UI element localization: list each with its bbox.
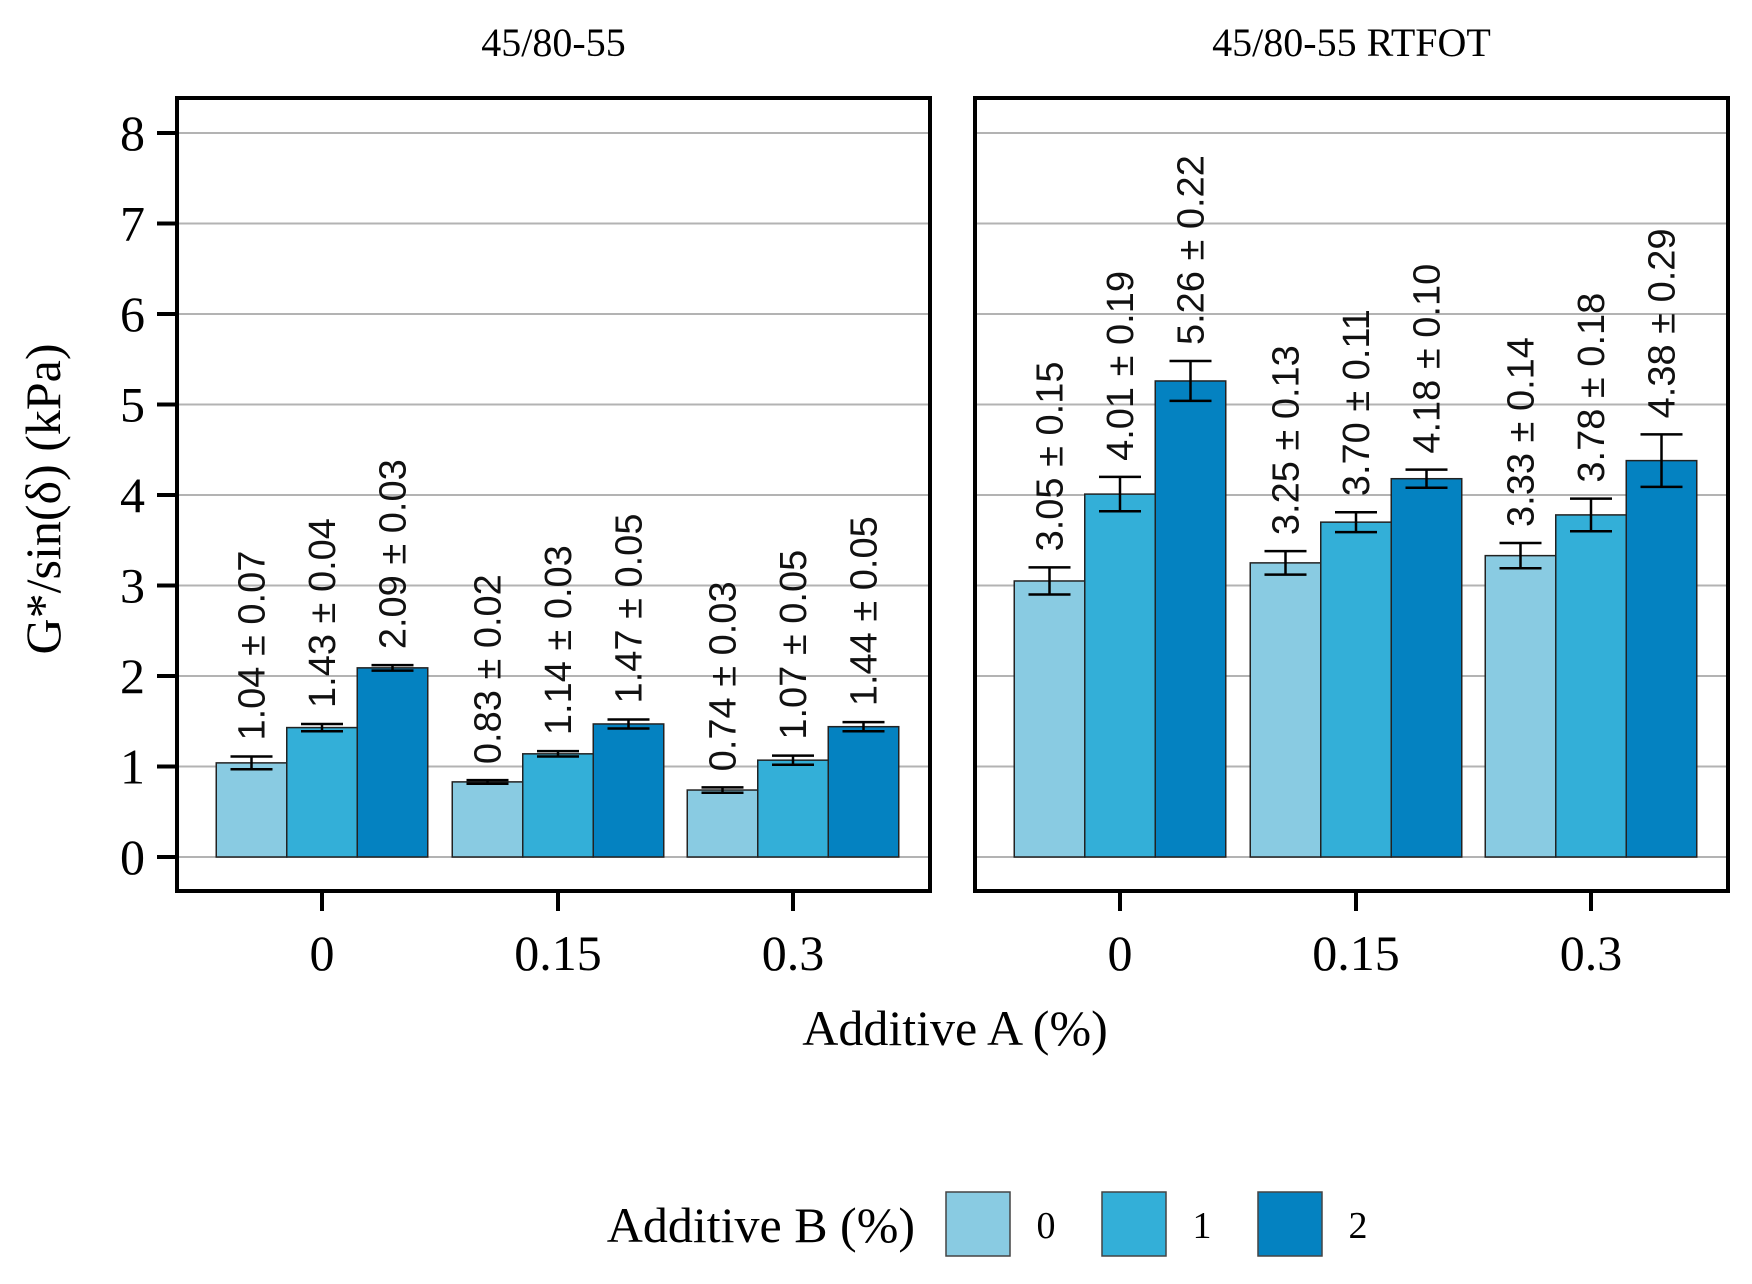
bar <box>827 725 900 858</box>
bar <box>686 789 759 858</box>
bar <box>451 781 524 858</box>
bar <box>1390 477 1463 858</box>
panel-1: 1.04 ± 0.07 1.43 ± 0.04 2.09 ± 0.03 0.83 ± … <box>120 20 932 981</box>
legend-label: 0 <box>1037 1205 1056 1247</box>
legend-swatch <box>1257 1191 1323 1257</box>
y-tick-label: 1 <box>120 739 145 795</box>
bar <box>1084 493 1156 858</box>
data-label: 3.25 ± 0.13 <box>1266 345 1308 535</box>
data-label: 3.33 ± 0.14 <box>1501 337 1543 527</box>
y-tick-label: 6 <box>120 286 145 342</box>
panel-2: 3.05 ± 0.15 4.01 ± 0.19 5.26 ± 0.22 3.25 ± … <box>973 20 1730 981</box>
y-axis-label: G*/sin(δ) (kPa) <box>15 343 71 654</box>
legend-label: 2 <box>1349 1205 1368 1247</box>
legend-title: Additive B (%) <box>607 1197 915 1253</box>
data-label: 1.43 ± 0.04 <box>302 518 344 708</box>
bar <box>592 723 665 858</box>
data-label: 3.05 ± 0.15 <box>1030 362 1072 552</box>
bar <box>1625 459 1698 858</box>
x-tick-label: 0 <box>1108 925 1133 981</box>
data-label: 4.01 ± 0.19 <box>1100 271 1142 461</box>
x-axis-label: Additive A (%) <box>802 1000 1108 1056</box>
data-label: 4.18 ± 0.10 <box>1407 264 1449 454</box>
panel-title: 45/80-55 RTFOT <box>1212 20 1491 65</box>
data-label: 0.74 ± 0.03 <box>703 581 745 771</box>
data-label: 3.78 ± 0.18 <box>1571 293 1613 483</box>
x-tick-label: 0.3 <box>1560 925 1623 981</box>
bar <box>1013 580 1086 858</box>
bar <box>522 753 594 858</box>
data-label: 1.44 ± 0.05 <box>844 516 886 706</box>
bar <box>215 762 288 858</box>
y-tick-label: 5 <box>120 377 145 433</box>
y-tick-label: 4 <box>120 467 145 523</box>
panel-title: 45/80-55 <box>481 20 625 65</box>
data-label: 3.70 ± 0.11 <box>1336 309 1378 496</box>
bar <box>1249 562 1322 858</box>
data-label: 1.14 ± 0.03 <box>538 545 580 735</box>
bar <box>1555 514 1627 858</box>
data-label: 0.83 ± 0.02 <box>468 574 510 764</box>
data-label: 1.07 ± 0.05 <box>773 550 815 740</box>
x-tick-label: 0.15 <box>514 925 602 981</box>
y-tick-label: 0 <box>120 829 145 885</box>
data-label: 5.26 ± 0.22 <box>1171 155 1213 345</box>
bar <box>1154 380 1227 858</box>
bar <box>1484 554 1557 858</box>
bar <box>1320 521 1392 858</box>
y-tick-label: 8 <box>120 105 145 161</box>
x-tick-label: 0.3 <box>762 925 825 981</box>
data-label: 2.09 ± 0.03 <box>373 459 415 649</box>
y-tick-label: 7 <box>120 196 145 252</box>
y-tick-label: 2 <box>120 648 145 704</box>
y-tick-label: 3 <box>120 558 145 614</box>
legend-swatch <box>945 1191 1011 1257</box>
panel-border <box>973 96 1730 893</box>
x-tick-label: 0 <box>310 925 335 981</box>
bar <box>757 759 829 858</box>
bar <box>356 667 429 858</box>
legend-swatch <box>1101 1191 1167 1257</box>
data-label: 1.47 ± 0.05 <box>609 514 651 704</box>
legend-label: 1 <box>1193 1205 1212 1247</box>
data-label: 1.04 ± 0.07 <box>232 551 274 741</box>
x-tick-label: 0.15 <box>1312 925 1400 981</box>
bar <box>286 726 358 858</box>
data-label: 4.38 ± 0.29 <box>1642 228 1684 418</box>
